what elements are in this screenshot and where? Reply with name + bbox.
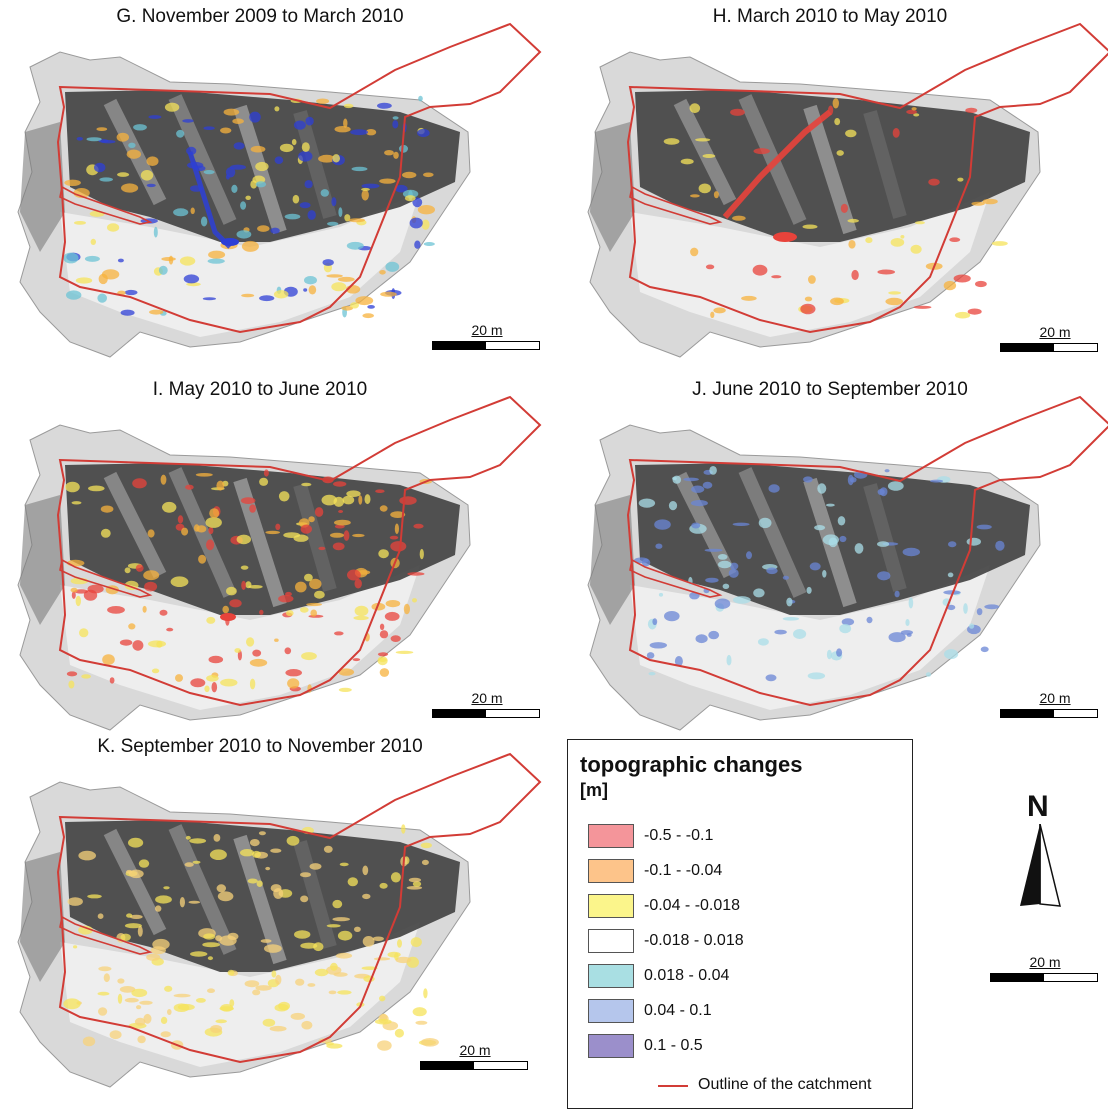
scale-bar-h: 20 m	[1000, 324, 1108, 354]
panel-title: I. May 2010 to June 2010	[152, 379, 368, 400]
legend: topographic changes [m] -0.5 - -0.1 -0.1 …	[567, 739, 913, 1109]
legend-item: -0.04 - -0.018	[588, 892, 888, 920]
map-g	[17, 22, 542, 358]
map-i	[17, 395, 542, 731]
scale-label: 20 m	[471, 690, 503, 706]
scale-bar-j: 20 m	[1000, 690, 1108, 720]
legend-title: topographic changes	[580, 752, 803, 777]
north-label: N	[1027, 790, 1049, 823]
scale-bar-k: 20 m	[420, 1042, 530, 1072]
legend-item: 0.018 - 0.04	[588, 962, 888, 990]
scale-bar-g: 20 m	[432, 322, 542, 352]
legend-swatch	[588, 999, 634, 1023]
legend-label: -0.5 - -0.1	[644, 827, 714, 844]
panel-i: I. May 2010 to June 2010	[0, 373, 560, 733]
legend-item: -0.5 - -0.1	[588, 822, 888, 850]
legend-label: 0.1 - 0.5	[644, 1037, 703, 1054]
legend-item: 0.1 - 0.5	[588, 1032, 888, 1060]
panel-title: G. November 2009 to March 2010	[116, 6, 404, 27]
scale-label: 20 m	[1039, 690, 1071, 706]
legend-swatch	[588, 894, 634, 918]
scale-label: 20 m	[471, 322, 503, 338]
panel-title: K. September 2010 to November 2010	[97, 736, 423, 757]
legend-swatch	[588, 1034, 634, 1058]
outline-line-swatch	[658, 1085, 688, 1087]
map-k	[17, 752, 542, 1088]
legend-unit: [m]	[580, 780, 608, 800]
scale-bar-standalone: 20 m	[990, 954, 1100, 984]
panel-title: H. March 2010 to May 2010	[712, 6, 948, 27]
panel-g: G. November 2009 to March 2010	[0, 0, 560, 360]
scale-label: 20 m	[1029, 954, 1061, 970]
panel-h: H. March 2010 to May 2010	[570, 0, 1108, 360]
panel-k: K. September 2010 to November 2010	[0, 730, 560, 1090]
legend-swatch	[588, 859, 634, 883]
north-arrow: N	[1015, 790, 1065, 910]
panel-title: J. June 2010 to September 2010	[692, 379, 968, 400]
legend-swatch	[588, 824, 634, 848]
legend-item: 0.04 - 0.1	[588, 997, 888, 1025]
legend-swatch	[588, 929, 634, 953]
map-j	[587, 395, 1108, 731]
legend-swatch	[588, 964, 634, 988]
legend-label: -0.04 - -0.018	[644, 897, 741, 914]
map-h	[587, 22, 1108, 358]
scale-label: 20 m	[1039, 324, 1071, 340]
legend-outline-entry: Outline of the catchment	[628, 1075, 918, 1095]
legend-item: -0.018 - 0.018	[588, 927, 888, 955]
outline-label: Outline of the catchment	[698, 1076, 872, 1093]
scale-bar-i: 20 m	[432, 690, 542, 720]
legend-label: 0.04 - 0.1	[644, 1002, 712, 1019]
legend-label: -0.018 - 0.018	[644, 932, 744, 949]
scale-label: 20 m	[459, 1042, 491, 1058]
panel-j: J. June 2010 to September 2010	[570, 373, 1108, 733]
legend-item: -0.1 - -0.04	[588, 857, 888, 885]
legend-label: -0.1 - -0.04	[644, 862, 723, 879]
legend-label: 0.018 - 0.04	[644, 967, 730, 984]
north-arrow-icon	[1020, 824, 1061, 907]
